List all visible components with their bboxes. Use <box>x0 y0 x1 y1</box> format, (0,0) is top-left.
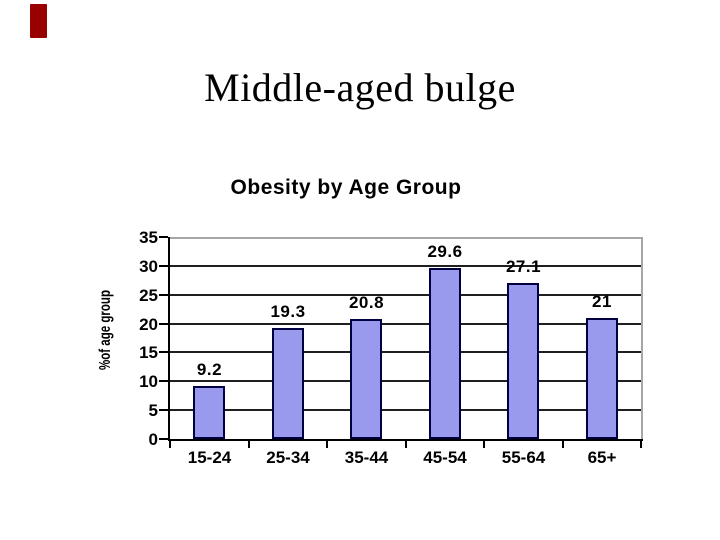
y-tick-30 <box>159 264 168 267</box>
bar-value-label-45-54: 29.6 <box>427 242 463 262</box>
bar-15-24 <box>193 385 226 439</box>
x-category-label-45-54: 45-54 <box>423 448 467 467</box>
gridline-25 <box>170 293 641 296</box>
y-tick-label-30: 30 <box>139 256 158 276</box>
y-tick-5 <box>159 409 168 412</box>
x-tick-3 <box>405 441 407 448</box>
y-tick-label-20: 20 <box>139 314 158 334</box>
x-tick-4 <box>483 441 485 448</box>
y-tick-25 <box>159 293 168 296</box>
chart-title: Obesity by Age Group <box>230 176 462 199</box>
x-category-label-25-34: 25-34 <box>266 448 310 467</box>
y-axis-line <box>168 237 170 441</box>
plot-border-top <box>170 237 643 239</box>
x-tick-0 <box>169 441 171 448</box>
y-tick-0 <box>159 438 168 440</box>
bar-55-64 <box>507 282 540 439</box>
gridline-10 <box>170 380 641 383</box>
x-tick-1 <box>248 441 250 448</box>
y-tick-10 <box>159 380 168 383</box>
bar-value-label-55-64: 27.1 <box>505 256 542 276</box>
bar-value-label-35-44: 20.8 <box>348 293 385 312</box>
x-category-label-55-64: 55-64 <box>501 448 546 467</box>
y-tick-label-5: 5 <box>148 401 158 421</box>
bar-value-label-65+: 21 <box>592 291 612 311</box>
y-tick-label-0: 0 <box>148 430 158 449</box>
gridline-30 <box>170 264 641 267</box>
bar-45-54 <box>428 268 461 439</box>
plot-area: 35 30 25 20 15 10 5 0 9.2 15-24 19.3 25-34 20.8 35-44… <box>139 229 643 467</box>
x-tick-2 <box>326 441 328 448</box>
bar-25-34 <box>271 327 304 439</box>
bar-value-label-15-24: 9.2 <box>196 359 223 379</box>
y-tick-label-25: 25 <box>139 285 158 305</box>
y-tick-label-35: 35 <box>139 228 158 247</box>
x-axis-line <box>168 439 643 441</box>
gridline-15 <box>170 351 641 354</box>
y-tick-label-15: 15 <box>139 343 158 363</box>
x-category-label-15-24: 15-24 <box>187 448 232 467</box>
y-tick-15 <box>159 351 168 354</box>
gridline-20 <box>170 322 641 325</box>
x-category-label-65+: 65+ <box>587 448 617 467</box>
accent-bar <box>30 4 47 38</box>
bar-35-44 <box>350 319 383 439</box>
x-category-label-35-44: 35-44 <box>344 448 389 467</box>
y-tick-35 <box>159 236 168 238</box>
gridline-5 <box>170 409 641 412</box>
bar-65+ <box>585 317 618 439</box>
y-tick-label-10: 10 <box>139 372 158 392</box>
plot-border-right <box>641 237 643 439</box>
x-tick-6 <box>640 441 642 448</box>
x-tick-5 <box>562 441 564 448</box>
y-tick-20 <box>159 322 168 325</box>
bar-value-label-25-34: 19.3 <box>270 301 306 321</box>
slide-title: Middle-aged bulge <box>204 65 516 110</box>
